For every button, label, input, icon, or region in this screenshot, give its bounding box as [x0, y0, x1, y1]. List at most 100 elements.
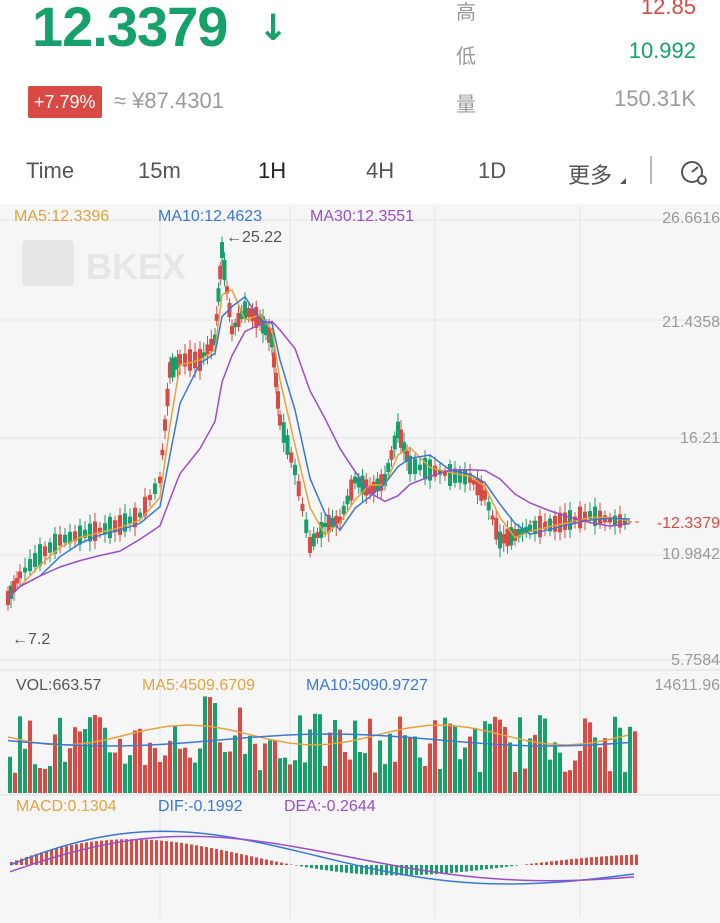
tab-4h[interactable]: 4H — [366, 158, 395, 183]
volume-bar — [128, 755, 132, 793]
volume-bar — [593, 737, 597, 793]
macd-bar — [70, 845, 73, 865]
candle-body — [498, 531, 502, 549]
candle-body — [58, 534, 62, 546]
volume-bar — [473, 727, 477, 793]
candle-body — [285, 435, 290, 455]
candle-body — [98, 527, 102, 533]
volume-bar — [288, 764, 292, 793]
volume-bar — [363, 753, 367, 793]
volume-bar — [253, 743, 257, 793]
volume-bar — [298, 715, 302, 793]
macd-bar — [160, 840, 163, 865]
candle-body — [593, 506, 597, 526]
candle-body — [568, 510, 572, 530]
candle-body — [138, 512, 142, 518]
candle-body — [608, 517, 612, 523]
macd-bar — [235, 853, 238, 865]
candle-body — [528, 524, 532, 532]
y-axis-label: 21.4358 — [662, 314, 720, 331]
candle-body — [23, 567, 27, 573]
volume-bar — [268, 740, 272, 793]
tab-time[interactable]: Time — [26, 158, 75, 183]
macd-bar — [355, 865, 358, 874]
candle-body — [250, 308, 255, 322]
tab-more[interactable]: 更多 — [568, 163, 613, 188]
macd-bar — [135, 839, 138, 865]
watermark-logo-icon — [22, 240, 74, 286]
candle-body — [583, 511, 587, 521]
volume-bar — [308, 729, 312, 793]
candle-body — [128, 516, 132, 524]
candle-body — [433, 465, 437, 477]
volume-bar — [518, 717, 522, 793]
macd-bar — [35, 853, 38, 865]
candle-body — [483, 490, 487, 500]
volume-bar — [283, 757, 287, 793]
macd-bar — [175, 842, 178, 865]
macd-bar — [505, 865, 508, 867]
macd-bar — [595, 856, 598, 865]
candle-body — [15, 578, 19, 584]
candle-body — [246, 307, 251, 318]
candle-body — [463, 470, 467, 485]
macd-bar — [330, 865, 333, 872]
volume-bar — [113, 752, 117, 793]
legend-ma30: MA30:12.3551 — [310, 208, 415, 225]
macd-bar — [285, 863, 288, 865]
macd-bar — [95, 841, 98, 865]
macd-bar — [200, 846, 203, 865]
candle-body — [28, 559, 32, 571]
candle-body — [428, 459, 432, 481]
macd-bar — [120, 839, 123, 865]
macd-bar — [110, 839, 113, 865]
low-annotation: ←7.2 — [12, 631, 51, 648]
volume-bar — [108, 752, 112, 793]
candle-body — [578, 506, 582, 529]
tab-1d[interactable]: 1D — [478, 158, 507, 183]
gauge-icon[interactable] — [678, 158, 708, 186]
macd-bar — [405, 865, 408, 876]
macd-bar — [590, 857, 593, 865]
macd-bar — [90, 841, 93, 865]
volume-bar — [118, 738, 122, 793]
volume-ma5-line — [7, 724, 629, 746]
volume-bar — [608, 771, 612, 793]
macd-bar — [320, 865, 323, 870]
macd-bar — [440, 865, 443, 874]
volume-bar — [623, 772, 627, 793]
macd-bar — [50, 849, 53, 865]
candle-body — [468, 473, 472, 483]
candle-body — [278, 414, 282, 426]
legend-ma10: MA10:12.4623 — [158, 208, 263, 225]
candle-body — [338, 516, 342, 524]
volume-bar — [263, 743, 267, 793]
volume-bar — [453, 725, 457, 793]
volume-bar — [588, 722, 592, 793]
volume-bar — [198, 748, 202, 793]
candle-body — [399, 429, 403, 448]
macd-bar — [385, 865, 388, 876]
candle-body — [453, 468, 457, 483]
tab-1h[interactable]: 1H — [258, 158, 287, 183]
volume-bar — [528, 738, 532, 793]
volume-bar — [18, 716, 22, 793]
volume-bar — [598, 747, 602, 793]
candle-body — [175, 357, 180, 368]
candle-body — [83, 529, 87, 538]
tab-15m[interactable]: 15m — [138, 158, 181, 183]
candle-body — [272, 352, 276, 368]
volume-bar — [343, 752, 347, 793]
macd-bar — [425, 865, 428, 875]
volume-bar — [533, 734, 537, 793]
y-axis-label: 5.7584 — [671, 652, 720, 669]
volume-bar — [483, 721, 487, 793]
macd-bar — [445, 865, 448, 874]
macd-bar — [480, 865, 483, 870]
candle-body — [68, 531, 72, 544]
candle-body — [334, 515, 339, 527]
volume-bar — [248, 735, 252, 793]
volume-bar — [328, 732, 332, 793]
chart-area[interactable] — [0, 204, 720, 923]
